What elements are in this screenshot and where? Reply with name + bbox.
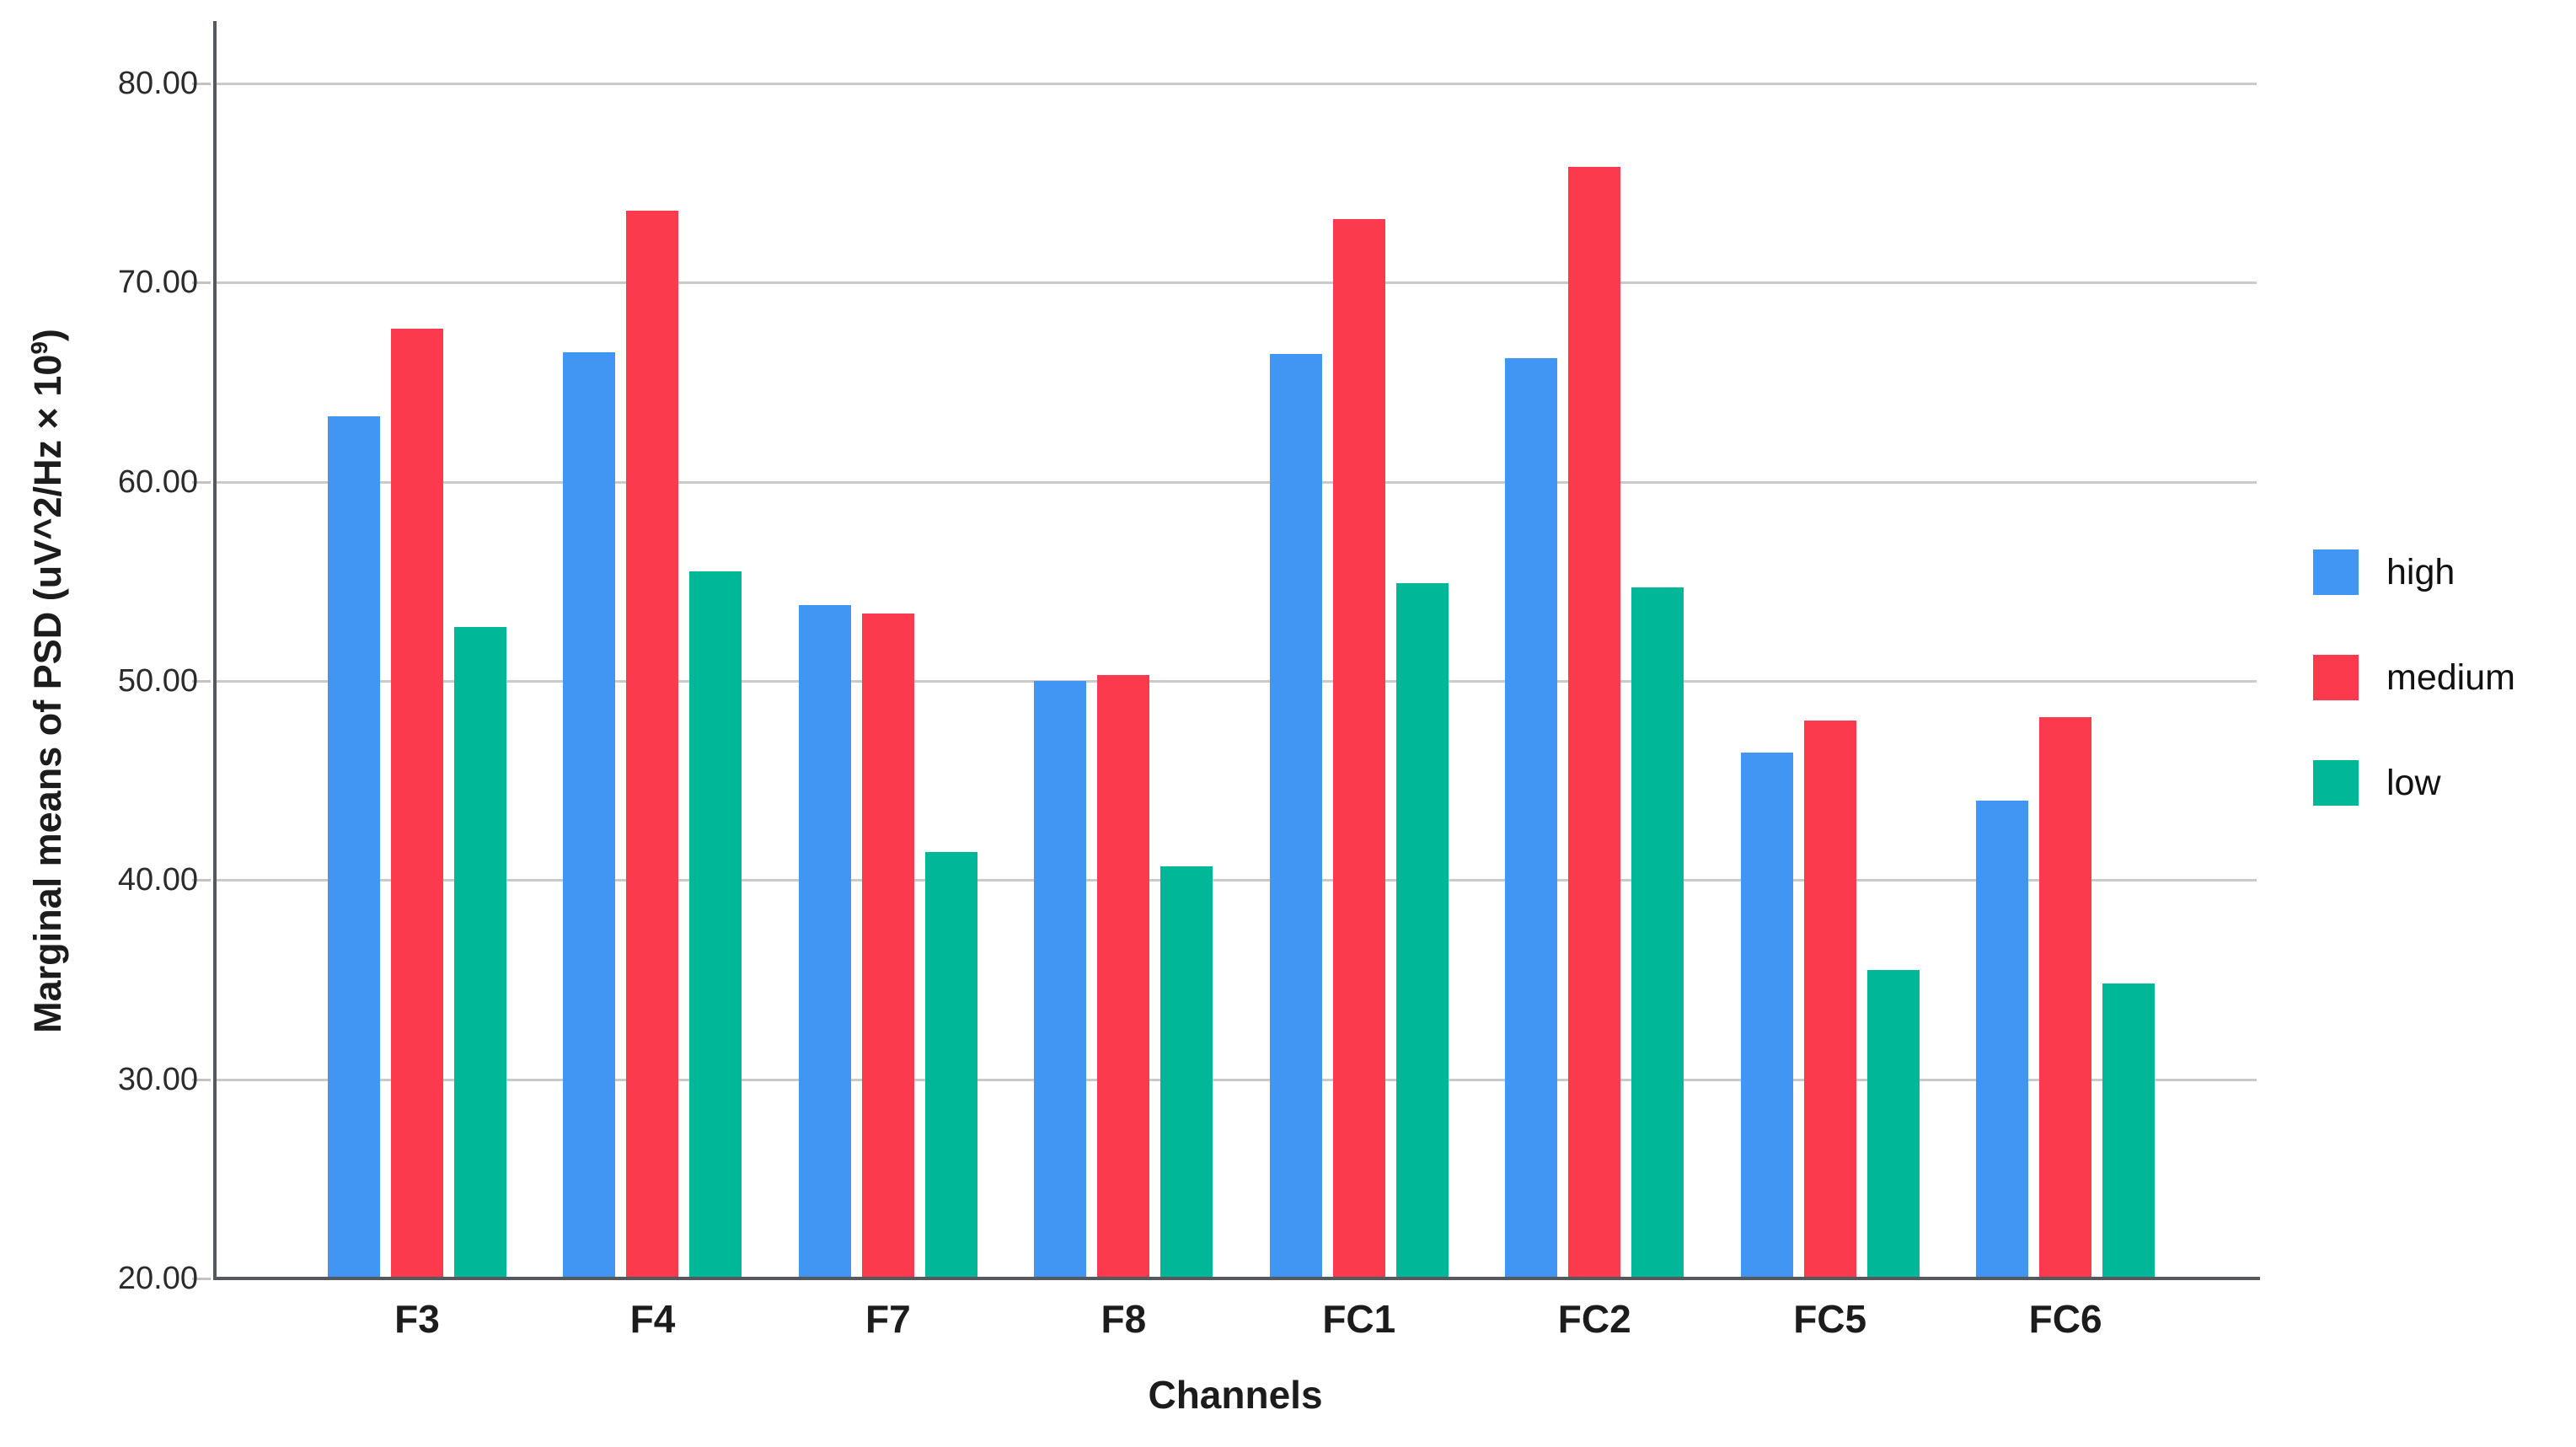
bar-medium-F4 — [626, 211, 679, 1278]
y-tick-label-30.00: 30.00 — [117, 1061, 198, 1097]
bar-group-F4 — [563, 83, 742, 1278]
x-category-label-F4: F4 — [629, 1297, 676, 1341]
y-axis-line — [213, 21, 217, 1280]
gridline-y-50 — [213, 680, 2257, 683]
gridline-y-70 — [213, 281, 2257, 285]
bar-low-FC6 — [2102, 983, 2156, 1278]
bar-low-F7 — [924, 852, 977, 1278]
gridline-y-80 — [213, 83, 2257, 85]
x-axis-line — [213, 1277, 2260, 1280]
y-axis-title-text: Marginal means of PSD (uV^2/Hz × 10 — [26, 354, 69, 1033]
legend-swatch-high — [2313, 549, 2359, 595]
gridline-y-60 — [213, 480, 2257, 484]
bar-low-F3 — [454, 627, 506, 1278]
plot-area — [192, 83, 2257, 1280]
x-category-label-F8: F8 — [1101, 1297, 1147, 1341]
bar-medium-FC1 — [1332, 218, 1385, 1278]
bar-high-F7 — [798, 605, 851, 1278]
legend-label-medium: medium — [2386, 657, 2515, 698]
bar-high-FC1 — [1269, 354, 1322, 1278]
y-tick-mark — [192, 83, 211, 85]
y-tick-label-50.00: 50.00 — [117, 663, 198, 699]
y-tick-label-70.00: 70.00 — [117, 265, 198, 301]
bar-medium-F8 — [1097, 674, 1150, 1278]
legend-label-low: low — [2386, 762, 2441, 803]
x-category-label-F3: F3 — [394, 1297, 440, 1341]
bar-low-FC5 — [1866, 969, 1920, 1278]
bar-high-F8 — [1034, 681, 1087, 1278]
bar-high-F3 — [328, 415, 380, 1278]
bar-medium-FC6 — [2039, 716, 2092, 1278]
bar-low-F4 — [689, 571, 742, 1278]
bar-group-F7 — [798, 83, 977, 1278]
bar-medium-FC5 — [1803, 721, 1856, 1278]
bar-medium-F3 — [391, 328, 443, 1278]
legend: high medium low — [2313, 549, 2515, 806]
bar-group-FC2 — [1505, 83, 1684, 1278]
y-axis-title-suffix: ) — [26, 329, 69, 342]
y-tick-mark — [192, 480, 211, 484]
bar-group-F3 — [328, 83, 506, 1278]
legend-item-high: high — [2313, 549, 2515, 595]
bar-group-FC1 — [1269, 83, 1449, 1278]
legend-swatch-low — [2313, 760, 2359, 806]
y-tick-mark — [192, 1078, 211, 1081]
y-axis-title-superscript: 9 — [26, 341, 52, 355]
y-tick-label-20.00: 20.00 — [117, 1261, 198, 1296]
y-tick-mark — [192, 1278, 211, 1280]
bar-high-FC6 — [1976, 800, 2029, 1278]
gridline-y-30 — [213, 1078, 2257, 1081]
y-tick-mark — [192, 281, 211, 285]
bar-group-FC6 — [1976, 83, 2156, 1278]
y-tick-mark — [192, 879, 211, 882]
bar-group-F8 — [1034, 83, 1213, 1278]
x-category-label-F7: F7 — [865, 1297, 911, 1341]
y-tick-label-60.00: 60.00 — [117, 464, 198, 500]
bar-medium-FC2 — [1568, 167, 1621, 1278]
legend-swatch-medium — [2313, 655, 2359, 700]
y-tick-label-80.00: 80.00 — [117, 66, 198, 101]
y-tick-label-40.00: 40.00 — [117, 862, 198, 898]
gridline-y-40 — [213, 879, 2257, 882]
bar-high-FC5 — [1740, 753, 1793, 1278]
bar-medium-F7 — [861, 613, 914, 1278]
bar-group-FC5 — [1740, 83, 1920, 1278]
x-category-label-FC2: FC2 — [1557, 1297, 1631, 1341]
legend-label-high: high — [2386, 551, 2456, 592]
legend-item-medium: medium — [2313, 655, 2515, 700]
bar-high-FC2 — [1505, 358, 1558, 1278]
legend-item-low: low — [2313, 760, 2515, 806]
x-category-label-FC5: FC5 — [1793, 1297, 1867, 1341]
x-category-label-FC6: FC6 — [2028, 1297, 2102, 1341]
x-axis-title: Channels — [1148, 1373, 1323, 1417]
y-tick-mark — [192, 680, 211, 683]
x-category-label-FC1: FC1 — [1322, 1297, 1396, 1341]
y-axis-title: Marginal means of PSD (uV^2/Hz × 109) — [26, 329, 70, 1033]
bar-low-FC2 — [1631, 587, 1684, 1278]
bar-low-F8 — [1160, 866, 1213, 1278]
bar-low-FC1 — [1395, 583, 1449, 1278]
bar-high-F4 — [563, 352, 616, 1278]
